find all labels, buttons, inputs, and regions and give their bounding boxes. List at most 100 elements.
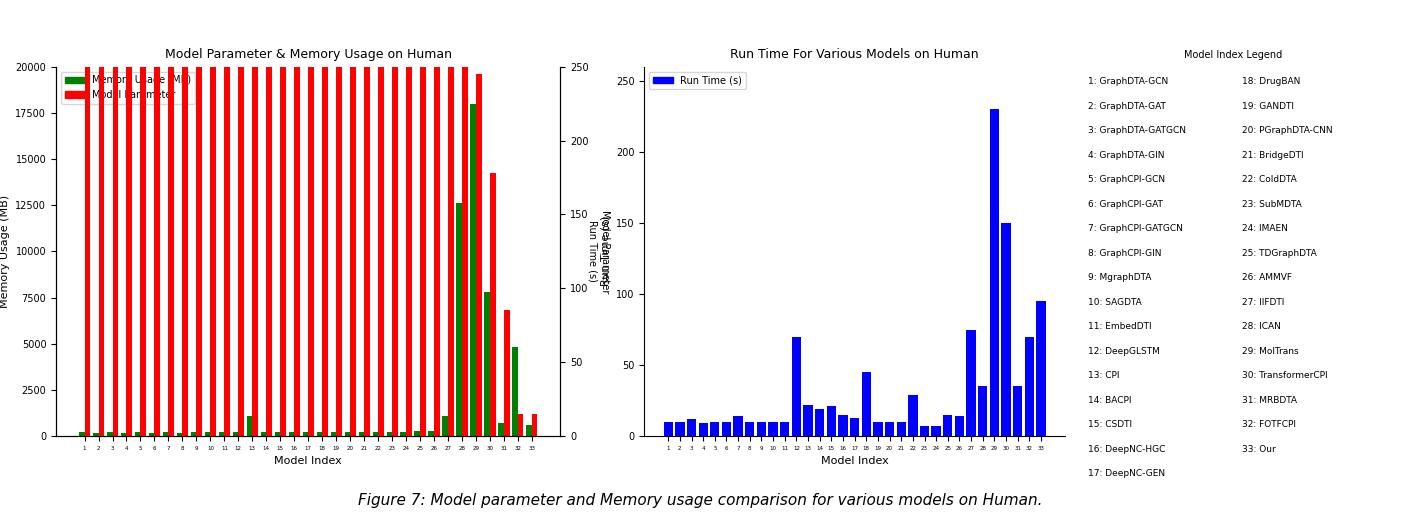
Text: 22: ColdDTA: 22: ColdDTA (1243, 175, 1297, 184)
Bar (471, 104, 476, 436)
Bar (163, 432, 168, 436)
Text: 20: PGraphDTA-CNN: 20: PGraphDTA-CNN (1243, 126, 1332, 135)
Text: 6: GraphCPI-GAT: 6: GraphCPI-GAT (1089, 200, 1163, 209)
Bar (406, 0, 412, 436)
Bar (1013, 386, 1023, 436)
Bar (675, 422, 685, 436)
X-axis label: Model Index: Model Index (821, 457, 888, 466)
Bar (289, 432, 294, 436)
Bar (532, 414, 538, 436)
Bar (815, 409, 824, 436)
Bar (134, 432, 140, 436)
Bar (504, 310, 510, 436)
Bar (448, 0, 454, 436)
Bar (322, 0, 328, 436)
Bar (1037, 301, 1045, 436)
Bar (196, 0, 202, 436)
Text: 29: MolTrans: 29: MolTrans (1243, 347, 1299, 356)
Bar (513, 347, 518, 436)
Bar (1024, 337, 1034, 436)
Bar (387, 432, 392, 436)
Text: 2: GraphDTA-GAT: 2: GraphDTA-GAT (1089, 102, 1166, 111)
Bar (120, 433, 126, 436)
Bar (98, 0, 104, 436)
Bar (485, 292, 490, 436)
Bar (792, 337, 801, 436)
Bar (989, 109, 999, 436)
Bar (429, 430, 434, 436)
Bar (149, 433, 154, 436)
Text: 24: IMAEN: 24: IMAEN (1243, 224, 1288, 233)
Bar (415, 430, 420, 436)
Bar (434, 0, 440, 436)
Bar (967, 329, 975, 436)
Text: 7: GraphCPI-GATGCN: 7: GraphCPI-GATGCN (1089, 224, 1182, 233)
Bar (92, 433, 98, 436)
Bar (780, 422, 789, 436)
Bar (266, 0, 272, 436)
Legend: Memory Usage (MB), Model Parameter: Memory Usage (MB), Model Parameter (60, 71, 195, 104)
Y-axis label: Model Parameter
Run Time (s): Model Parameter Run Time (s) (588, 210, 609, 293)
Bar (745, 422, 754, 436)
Bar (457, 203, 462, 436)
Bar (359, 432, 364, 436)
Text: 11: EmbedDTI: 11: EmbedDTI (1089, 322, 1152, 331)
Legend: Run Time (s): Run Time (s) (649, 71, 747, 89)
Bar (686, 419, 696, 436)
Bar (378, 0, 384, 436)
Text: 4: GraphDTA-GIN: 4: GraphDTA-GIN (1089, 151, 1164, 160)
Bar (247, 416, 252, 436)
Title: Model Parameter & Memory Usage on Human: Model Parameter & Memory Usage on Human (165, 48, 451, 62)
Text: 19: GANDTI: 19: GANDTI (1243, 102, 1295, 111)
Bar (401, 432, 406, 436)
Bar (885, 422, 894, 436)
Bar (336, 0, 342, 436)
Bar (476, 74, 482, 436)
Text: 15: CSDTI: 15: CSDTI (1089, 420, 1132, 429)
Bar (527, 425, 532, 436)
Bar (168, 0, 174, 436)
Text: 1: GraphDTA-GCN: 1: GraphDTA-GCN (1089, 77, 1168, 87)
Bar (897, 422, 906, 436)
Bar (78, 432, 84, 436)
Bar (261, 432, 266, 436)
Bar (838, 415, 848, 436)
Bar (106, 432, 112, 436)
Bar (350, 0, 356, 436)
X-axis label: Model Index: Model Index (275, 457, 342, 466)
Bar (943, 415, 953, 436)
Bar (191, 432, 196, 436)
Text: 23: SubMDTA: 23: SubMDTA (1243, 200, 1302, 209)
Text: 28: ICAN: 28: ICAN (1243, 322, 1281, 331)
Bar (420, 0, 426, 436)
Bar (140, 0, 146, 436)
Bar (238, 0, 244, 436)
Text: 18: DrugBAN: 18: DrugBAN (1243, 77, 1300, 87)
Bar (308, 0, 314, 436)
Text: 31: MRBDTA: 31: MRBDTA (1243, 396, 1297, 405)
Bar (518, 414, 524, 436)
Bar (978, 386, 988, 436)
Bar (462, 0, 468, 436)
Bar (757, 422, 766, 436)
Bar (280, 0, 286, 436)
Bar (827, 406, 836, 436)
Bar (373, 432, 378, 436)
Text: 27: IIFDTI: 27: IIFDTI (1243, 298, 1285, 307)
Bar (873, 422, 883, 436)
Text: 33: Our: 33: Our (1243, 444, 1276, 453)
Bar (252, 0, 258, 436)
Text: 21: BridgeDTI: 21: BridgeDTI (1243, 151, 1304, 160)
Bar (862, 372, 871, 436)
Bar (345, 432, 350, 436)
Bar (177, 433, 182, 436)
Text: 14: BACPI: 14: BACPI (1089, 396, 1132, 405)
Text: 30: TransformerCPI: 30: TransformerCPI (1243, 371, 1328, 380)
Text: 3: GraphDTA-GATGCN: 3: GraphDTA-GATGCN (1089, 126, 1187, 135)
Text: Figure 7: Model parameter and Memory usage comparison for various models on Huma: Figure 7: Model parameter and Memory usa… (359, 493, 1042, 508)
Bar (112, 0, 118, 436)
Text: 5: GraphCPI-GCN: 5: GraphCPI-GCN (1089, 175, 1166, 184)
Bar (84, 0, 90, 436)
Bar (210, 0, 216, 436)
Text: 32: FOTFCPI: 32: FOTFCPI (1243, 420, 1296, 429)
